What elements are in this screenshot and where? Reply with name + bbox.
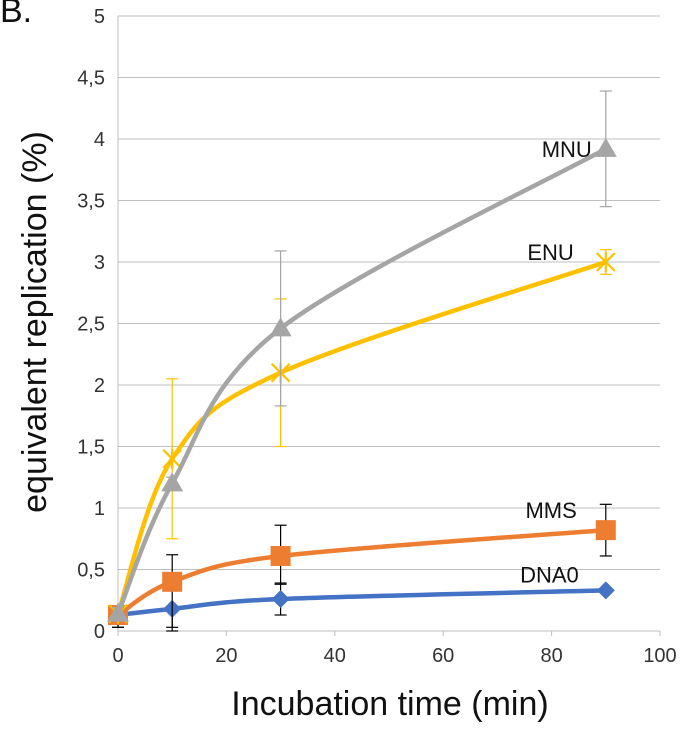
y-tick-label: 2,5 bbox=[77, 314, 105, 336]
series-line-dna0 bbox=[115, 588, 609, 618]
panel-label: B. bbox=[0, 0, 32, 30]
data-point bbox=[107, 602, 129, 622]
series-label-mnu: MNU bbox=[542, 137, 592, 162]
x-tick-label: 60 bbox=[432, 645, 454, 667]
y-tick-label: 0,5 bbox=[77, 560, 105, 582]
series-label-enu: ENU bbox=[527, 240, 573, 265]
series-dna0 bbox=[109, 581, 615, 628]
y-tick-labels: 0 0,5 1 1,5 2 2,5 3 3,5 4 4,5 5 bbox=[77, 6, 105, 643]
series-line-mnu bbox=[115, 146, 609, 617]
x-tick-label: 0 bbox=[112, 645, 123, 667]
data-point bbox=[594, 137, 617, 157]
y-tick-label: 4 bbox=[94, 129, 105, 151]
y-tick-label: 0 bbox=[94, 621, 105, 643]
y-tick-label: 3 bbox=[94, 252, 105, 274]
x-tick-label: 100 bbox=[643, 645, 676, 667]
data-point bbox=[162, 571, 183, 592]
x-axis-title: Incubation time (min) bbox=[231, 685, 548, 723]
y-tick-label: 4,5 bbox=[77, 68, 105, 90]
data-point bbox=[162, 448, 182, 469]
y-tick-label: 2 bbox=[94, 375, 105, 397]
data-point bbox=[270, 545, 291, 566]
x-tick-label: 20 bbox=[215, 645, 237, 667]
series-line-enu bbox=[115, 259, 609, 617]
grid-lines bbox=[118, 15, 660, 570]
series-mnu bbox=[107, 90, 617, 622]
data-point bbox=[596, 581, 615, 600]
series-label-dna0: DNA0 bbox=[520, 562, 579, 587]
x-tick-labels: 0 20 40 60 80 100 bbox=[112, 645, 676, 667]
data-point bbox=[596, 252, 616, 272]
y-tick-label: 3,5 bbox=[77, 191, 105, 213]
data-point bbox=[595, 520, 616, 541]
series-label-mms: MMS bbox=[525, 498, 576, 523]
x-tick-label: 80 bbox=[540, 645, 562, 667]
y-axis-title: equivalent replication (%) bbox=[16, 131, 54, 513]
series-labels: DNA0 MMS ENU MNU bbox=[520, 137, 592, 588]
data-point bbox=[271, 590, 290, 609]
y-tick-label: 5 bbox=[94, 6, 105, 28]
data-point bbox=[161, 472, 184, 492]
y-tick-label: 1,5 bbox=[77, 437, 105, 459]
x-tick-label: 40 bbox=[324, 645, 346, 667]
series-group bbox=[107, 90, 617, 632]
y-tick-label: 1 bbox=[94, 498, 105, 520]
data-point bbox=[269, 317, 292, 337]
axes bbox=[117, 16, 661, 636]
